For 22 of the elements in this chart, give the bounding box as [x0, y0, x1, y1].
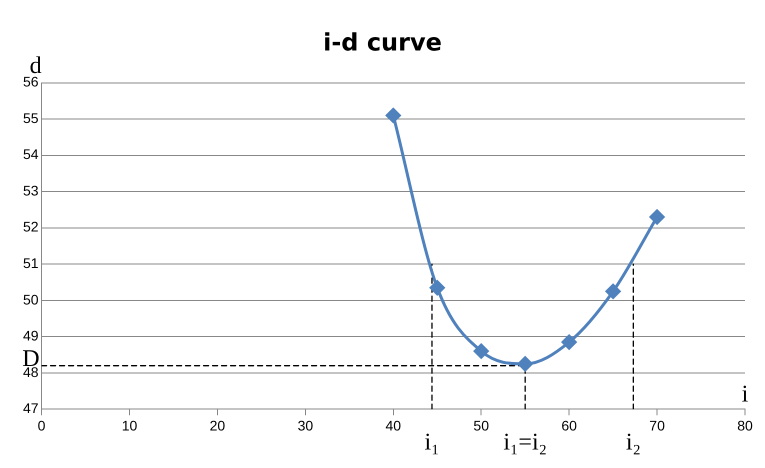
y-tick-label: 53 — [22, 182, 39, 198]
x-tick-label: 50 — [473, 417, 490, 434]
x-tick-label: 60 — [561, 417, 578, 434]
y-tick-label: 50 — [22, 291, 39, 308]
x-axis-title: i — [742, 381, 749, 408]
y-tick-label: 47 — [22, 400, 39, 416]
annotation: i₁=i₂ — [503, 429, 547, 456]
y-tick-label: 52 — [22, 218, 39, 235]
annotation: i₂ — [626, 429, 641, 456]
y-tick-label: 49 — [22, 328, 39, 344]
x-tick-label: 40 — [385, 417, 402, 434]
x-tick-label: 80 — [737, 417, 753, 434]
x-tick-label: 10 — [122, 417, 138, 434]
x-tick-label: 0 — [38, 417, 46, 434]
x-tick-label: 20 — [210, 417, 226, 434]
x-tick-label: 30 — [298, 417, 314, 434]
annotation: i₁ — [424, 429, 440, 456]
x-tick-label: 70 — [649, 417, 666, 434]
y-tick-label: 54 — [22, 146, 39, 162]
y-tick-label: 51 — [22, 254, 39, 271]
chart-title: i-d curve — [323, 28, 442, 57]
y-tick-label: 55 — [22, 110, 39, 126]
